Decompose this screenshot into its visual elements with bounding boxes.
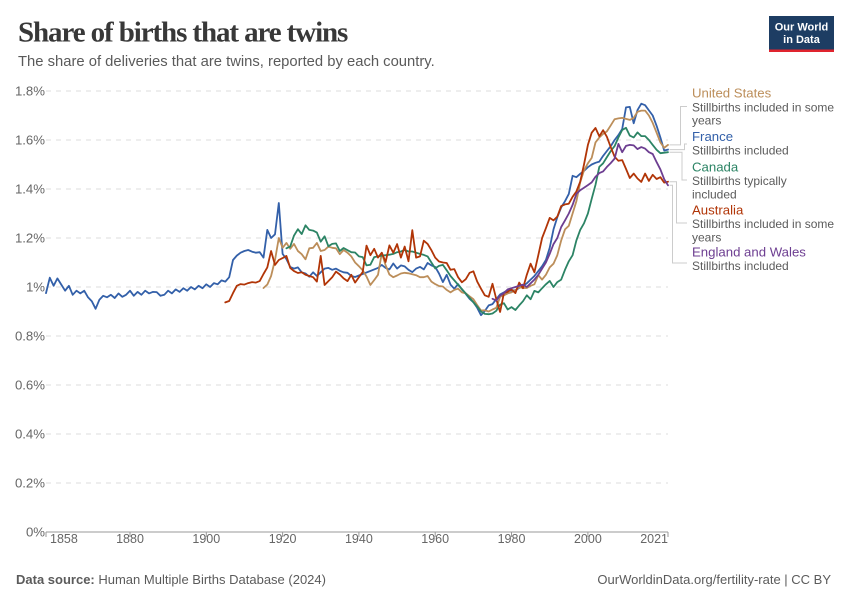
svg-text:Stillbirths included in some: Stillbirths included in some xyxy=(692,217,834,231)
svg-text:1.8%: 1.8% xyxy=(15,84,45,99)
svg-text:Stillbirths typically: Stillbirths typically xyxy=(692,174,787,188)
svg-text:included: included xyxy=(692,187,737,201)
svg-text:1920: 1920 xyxy=(269,532,297,546)
svg-text:1880: 1880 xyxy=(116,532,144,546)
svg-text:OurWorldinData.org/fertility-r: OurWorldinData.org/fertility-rate | CC B… xyxy=(597,572,831,587)
svg-text:0.2%: 0.2% xyxy=(15,476,45,491)
svg-text:1.4%: 1.4% xyxy=(15,182,45,197)
svg-text:in Data: in Data xyxy=(783,34,821,46)
svg-text:1%: 1% xyxy=(26,280,45,295)
svg-text:years: years xyxy=(692,230,721,244)
svg-text:years: years xyxy=(692,114,721,128)
svg-text:Share of births that are twins: Share of births that are twins xyxy=(18,17,348,49)
svg-text:Stillbirths included in some: Stillbirths included in some xyxy=(692,100,834,114)
svg-text:Stillbirths included: Stillbirths included xyxy=(692,259,789,273)
svg-text:1960: 1960 xyxy=(421,532,449,546)
svg-text:Stillbirths included: Stillbirths included xyxy=(692,143,789,157)
svg-text:Our World: Our World xyxy=(775,22,829,34)
svg-text:1980: 1980 xyxy=(498,532,526,546)
svg-text:2000: 2000 xyxy=(574,532,602,546)
svg-text:2021: 2021 xyxy=(640,532,668,546)
svg-text:1900: 1900 xyxy=(192,532,220,546)
svg-text:1858: 1858 xyxy=(50,532,78,546)
svg-text:United States: United States xyxy=(692,86,772,101)
svg-text:0.6%: 0.6% xyxy=(15,378,45,393)
svg-text:1.6%: 1.6% xyxy=(15,133,45,148)
svg-text:Canada: Canada xyxy=(692,160,739,175)
svg-text:0.4%: 0.4% xyxy=(15,427,45,442)
svg-text:0.8%: 0.8% xyxy=(15,329,45,344)
svg-text:0%: 0% xyxy=(26,525,45,540)
svg-text:The share of deliveries that a: The share of deliveries that are twins, … xyxy=(18,54,435,70)
svg-text:1.2%: 1.2% xyxy=(15,231,45,246)
svg-text:1940: 1940 xyxy=(345,532,373,546)
svg-text:Data source: Human Multiple Bi: Data source: Human Multiple Births Datab… xyxy=(16,572,326,587)
svg-text:France: France xyxy=(692,129,733,144)
svg-text:Australia: Australia xyxy=(692,203,744,218)
svg-text:England and Wales: England and Wales xyxy=(692,245,806,260)
